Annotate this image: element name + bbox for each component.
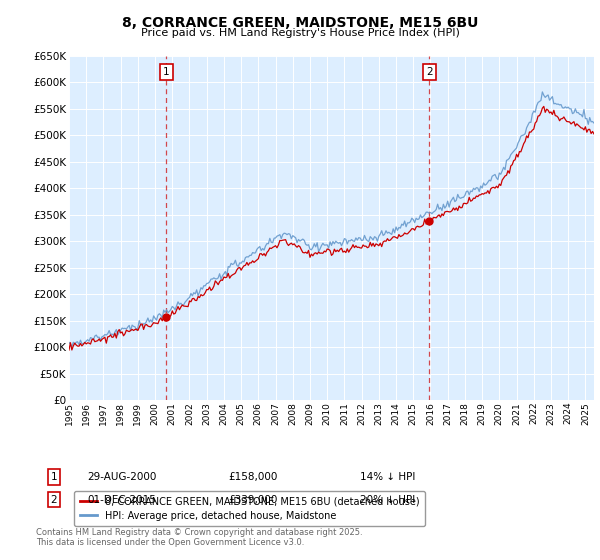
Text: £339,000: £339,000 (228, 494, 277, 505)
Text: 29-AUG-2000: 29-AUG-2000 (87, 472, 157, 482)
Text: 20% ↓ HPI: 20% ↓ HPI (360, 494, 415, 505)
Text: 1: 1 (163, 67, 170, 77)
Text: 01-DEC-2015: 01-DEC-2015 (87, 494, 156, 505)
Legend: 8, CORRANCE GREEN, MAIDSTONE, ME15 6BU (detached house), HPI: Average price, det: 8, CORRANCE GREEN, MAIDSTONE, ME15 6BU (… (74, 491, 425, 526)
Text: 8, CORRANCE GREEN, MAIDSTONE, ME15 6BU: 8, CORRANCE GREEN, MAIDSTONE, ME15 6BU (122, 16, 478, 30)
Text: 14% ↓ HPI: 14% ↓ HPI (360, 472, 415, 482)
Text: 2: 2 (426, 67, 433, 77)
Text: 2: 2 (50, 494, 58, 505)
Text: 1: 1 (50, 472, 58, 482)
Text: £158,000: £158,000 (228, 472, 277, 482)
Text: Price paid vs. HM Land Registry's House Price Index (HPI): Price paid vs. HM Land Registry's House … (140, 28, 460, 38)
Text: Contains HM Land Registry data © Crown copyright and database right 2025.
This d: Contains HM Land Registry data © Crown c… (36, 528, 362, 547)
